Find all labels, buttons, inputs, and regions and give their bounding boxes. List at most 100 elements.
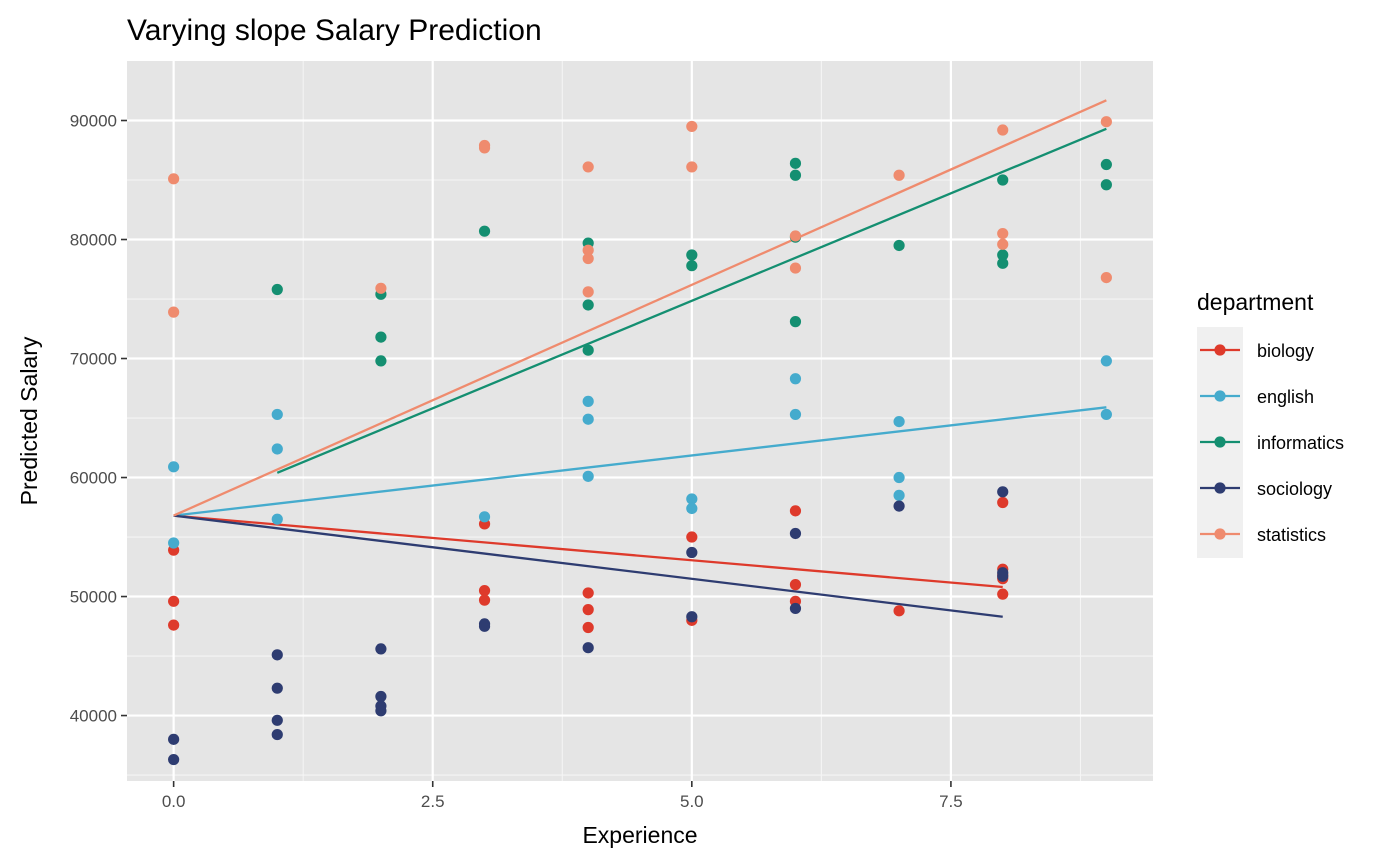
point-english: [893, 415, 905, 428]
y-tick-label: 60000: [70, 469, 117, 488]
point-sociology: [271, 714, 283, 726]
point-english: [271, 408, 283, 421]
point-sociology: [478, 620, 491, 632]
line-english: [173, 406, 1107, 517]
point-sociology: [582, 642, 594, 654]
legend-item-biology: biology: [1200, 341, 1314, 361]
point-informatics: [478, 225, 491, 237]
point-statistics: [686, 161, 698, 173]
point-informatics: [997, 249, 1009, 261]
point-sociology: [168, 733, 180, 745]
point-informatics: [997, 257, 1009, 269]
point-english: [893, 489, 905, 501]
point-biology: [168, 595, 180, 607]
point-english: [686, 502, 698, 515]
point-english: [271, 443, 283, 455]
y-tick-label: 40000: [70, 707, 117, 726]
point-biology: [789, 579, 802, 591]
point-statistics: [582, 252, 594, 265]
point-informatics: [582, 299, 594, 311]
point-biology: [168, 619, 180, 631]
point-english: [1100, 355, 1112, 367]
point-english: [582, 470, 594, 482]
point-biology: [478, 594, 491, 606]
point-statistics: [375, 282, 387, 294]
point-biology: [893, 605, 905, 617]
point-biology: [997, 496, 1009, 509]
point-biology: [582, 587, 594, 599]
point-statistics: [789, 262, 802, 274]
point-informatics: [997, 174, 1009, 186]
point-sociology: [271, 682, 283, 694]
point-english: [478, 511, 491, 523]
point-english: [168, 461, 180, 473]
point-sociology: [686, 611, 698, 623]
legend-point-english: [1214, 390, 1226, 402]
line-statistics: [173, 99, 1107, 517]
point-informatics: [686, 260, 698, 272]
point-sociology: [893, 500, 905, 512]
x-tick-label: 5.0: [680, 792, 704, 811]
legend-title: department: [1197, 289, 1314, 315]
point-statistics: [478, 142, 491, 154]
legend-label-sociology: sociology: [1257, 479, 1332, 499]
x-tick-label: 0.0: [162, 792, 186, 811]
legend-point-biology: [1214, 344, 1226, 356]
point-statistics: [997, 124, 1009, 136]
point-statistics: [1100, 271, 1112, 284]
point-informatics: [1100, 179, 1112, 191]
point-biology: [582, 604, 594, 616]
point-sociology: [375, 705, 387, 717]
point-english: [582, 413, 594, 425]
point-english: [686, 493, 698, 505]
point-sociology: [375, 690, 387, 703]
point-english: [789, 373, 802, 385]
chart-title: Varying slope Salary Prediction: [127, 14, 542, 47]
point-biology: [997, 588, 1009, 600]
point-sociology: [686, 546, 698, 559]
y-axis: 40000 50000 60000 70000 80000 90000: [70, 112, 127, 726]
x-axis-title: Experience: [582, 822, 697, 848]
point-statistics: [997, 227, 1009, 240]
point-sociology: [271, 728, 283, 741]
point-informatics: [789, 316, 802, 328]
point-sociology: [997, 570, 1009, 582]
y-tick-label: 50000: [70, 588, 117, 607]
x-axis: 0.0 2.5 5.0 7.5: [162, 781, 963, 811]
point-biology: [686, 531, 698, 543]
line-biology: [173, 514, 1003, 589]
point-statistics: [686, 120, 698, 133]
point-sociology: [997, 486, 1009, 498]
point-informatics: [375, 355, 387, 367]
point-english: [271, 513, 283, 525]
legend-label-biology: biology: [1257, 341, 1314, 361]
point-statistics: [168, 173, 180, 185]
point-english: [789, 408, 802, 421]
point-statistics: [893, 169, 905, 181]
point-statistics: [582, 244, 594, 256]
data-points: [168, 116, 1112, 766]
line-sociology: [173, 514, 1003, 618]
y-tick-label: 80000: [70, 231, 117, 250]
point-english: [893, 471, 905, 484]
y-tick-label: 90000: [70, 112, 117, 131]
point-informatics: [582, 344, 594, 356]
point-statistics: [997, 238, 1009, 250]
legend-label-informatics: informatics: [1257, 433, 1344, 453]
point-statistics: [1100, 116, 1112, 128]
point-informatics: [893, 239, 905, 252]
legend-item-statistics: statistics: [1200, 525, 1326, 545]
legend-item-english: english: [1200, 387, 1314, 407]
legend-label-statistics: statistics: [1257, 525, 1326, 545]
point-sociology: [168, 753, 180, 766]
legend-label-english: english: [1257, 387, 1314, 407]
point-sociology: [789, 527, 802, 540]
y-tick-label: 70000: [70, 350, 117, 369]
point-sociology: [271, 649, 283, 661]
legend-item-sociology: sociology: [1200, 479, 1332, 499]
point-english: [1100, 408, 1112, 421]
point-english: [168, 537, 180, 549]
plot-panel: [127, 61, 1153, 781]
point-informatics: [686, 249, 698, 261]
legend-point-statistics: [1214, 528, 1226, 540]
